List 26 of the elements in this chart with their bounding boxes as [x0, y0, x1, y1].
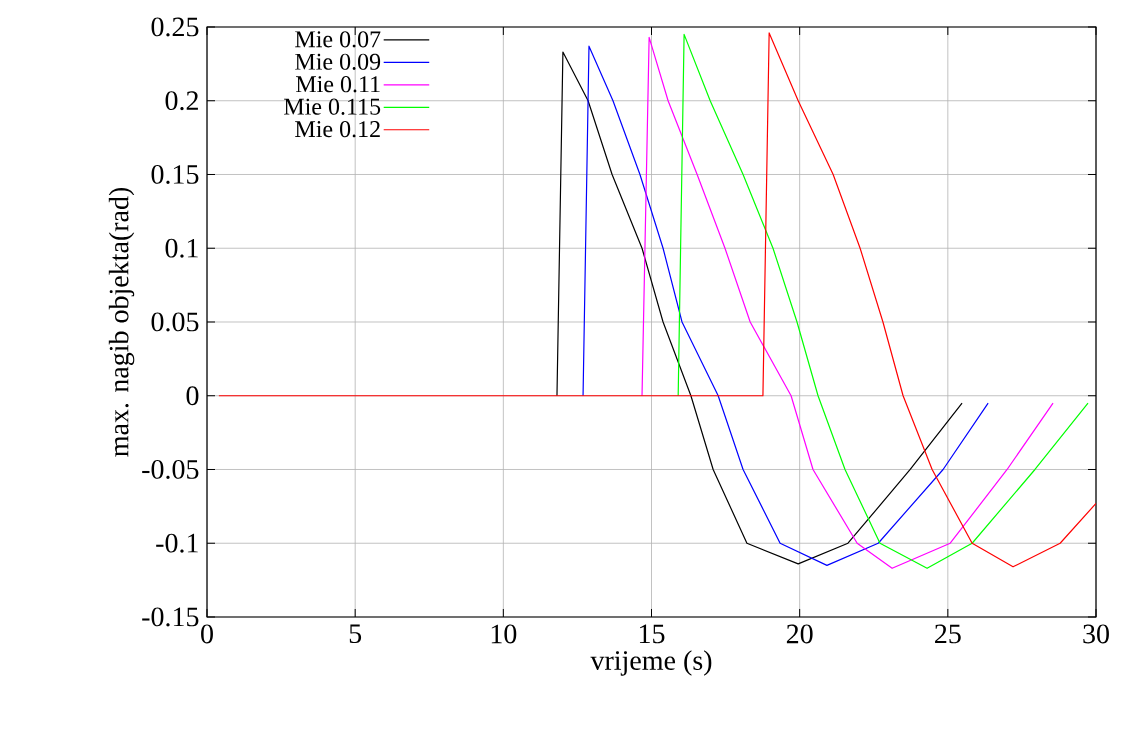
x-tick-label: 5: [349, 624, 362, 644]
y-tick-label: -0.1: [156, 533, 198, 553]
x-tick-label: 15: [639, 624, 665, 644]
line-series: [641, 36, 1054, 569]
x-tick-label: 0: [201, 624, 213, 644]
y-tick-label: 0.1: [165, 238, 198, 258]
x-axis-title: vrijeme (s): [590, 650, 712, 676]
y-tick-label: -0.05: [142, 459, 199, 479]
y-tick-label: 0.15: [151, 164, 199, 184]
x-tick-label: 10: [491, 624, 517, 644]
y-tick-label: 0.2: [165, 91, 198, 111]
legend-label: Mie 0.07: [295, 31, 381, 48]
y-axis-title: max. nagib objekta(rad): [108, 187, 135, 457]
y-tick-label: 0.25: [151, 17, 199, 37]
legend-label: Mie 0.12: [295, 121, 380, 138]
legend-label: Mie 0.115: [284, 98, 381, 115]
legend-label: Mie 0.09: [295, 53, 381, 70]
x-tick-label: 20: [786, 624, 813, 644]
line-series: [677, 33, 1089, 569]
legend-label: Mie 0.11: [296, 76, 380, 93]
line-series: [218, 32, 1096, 568]
x-tick-label: 30: [1083, 624, 1109, 644]
y-tick-label: 0.05: [151, 312, 199, 332]
y-tick-label: 0: [186, 386, 199, 406]
y-tick-label: -0.15: [142, 607, 199, 627]
x-tick-label: 25: [935, 624, 961, 644]
